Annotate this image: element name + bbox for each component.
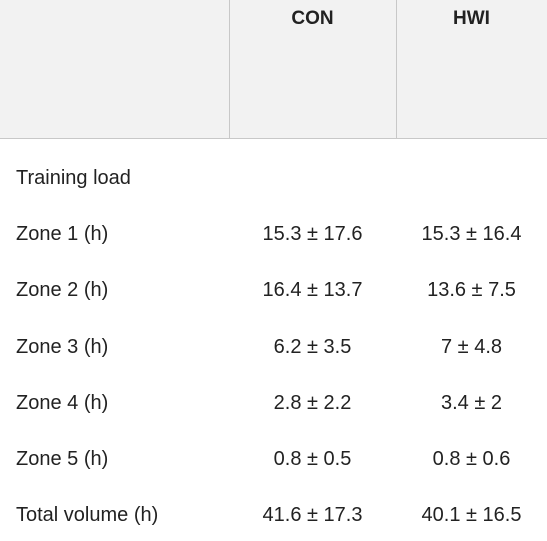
row-label: Zone 3 (h)	[16, 335, 109, 358]
column-header: CON	[291, 8, 334, 29]
cell-value: 3.4 ± 2	[440, 391, 502, 414]
column-divider	[229, 0, 230, 138]
cell-value: 2.8 ± 2.2	[273, 391, 352, 414]
cell-value: 0.8 ± 0.5	[273, 448, 352, 470]
header-row	[0, 0, 547, 139]
cell-value: 40.1 ± 16.5	[421, 504, 522, 527]
row-label: Zone 4 (h)	[16, 391, 109, 414]
cell-value: 15.3 ± 16.4	[421, 223, 522, 246]
column-divider	[396, 0, 397, 138]
row-label: Training load	[16, 167, 131, 189]
cell-value: 13.6 ± 7.5	[427, 279, 516, 302]
cell-value: 41.6 ± 17.3	[262, 504, 363, 527]
row-label: Zone 5 (h)	[16, 448, 109, 470]
row-label: Zone 1 (h)	[16, 223, 109, 246]
column-header: HWI	[453, 8, 490, 29]
row-label: Zone 2 (h)	[16, 279, 109, 302]
cell-value: 7 ± 4.8	[440, 335, 502, 358]
cell-value: 16.4 ± 13.7	[262, 279, 363, 302]
cell-value: 15.3 ± 17.6	[262, 223, 363, 246]
cell-value: 6.2 ± 3.5	[273, 335, 352, 358]
row-label: Total volume (h)	[16, 504, 159, 527]
cell-value: 0.8 ± 0.6	[432, 448, 511, 470]
